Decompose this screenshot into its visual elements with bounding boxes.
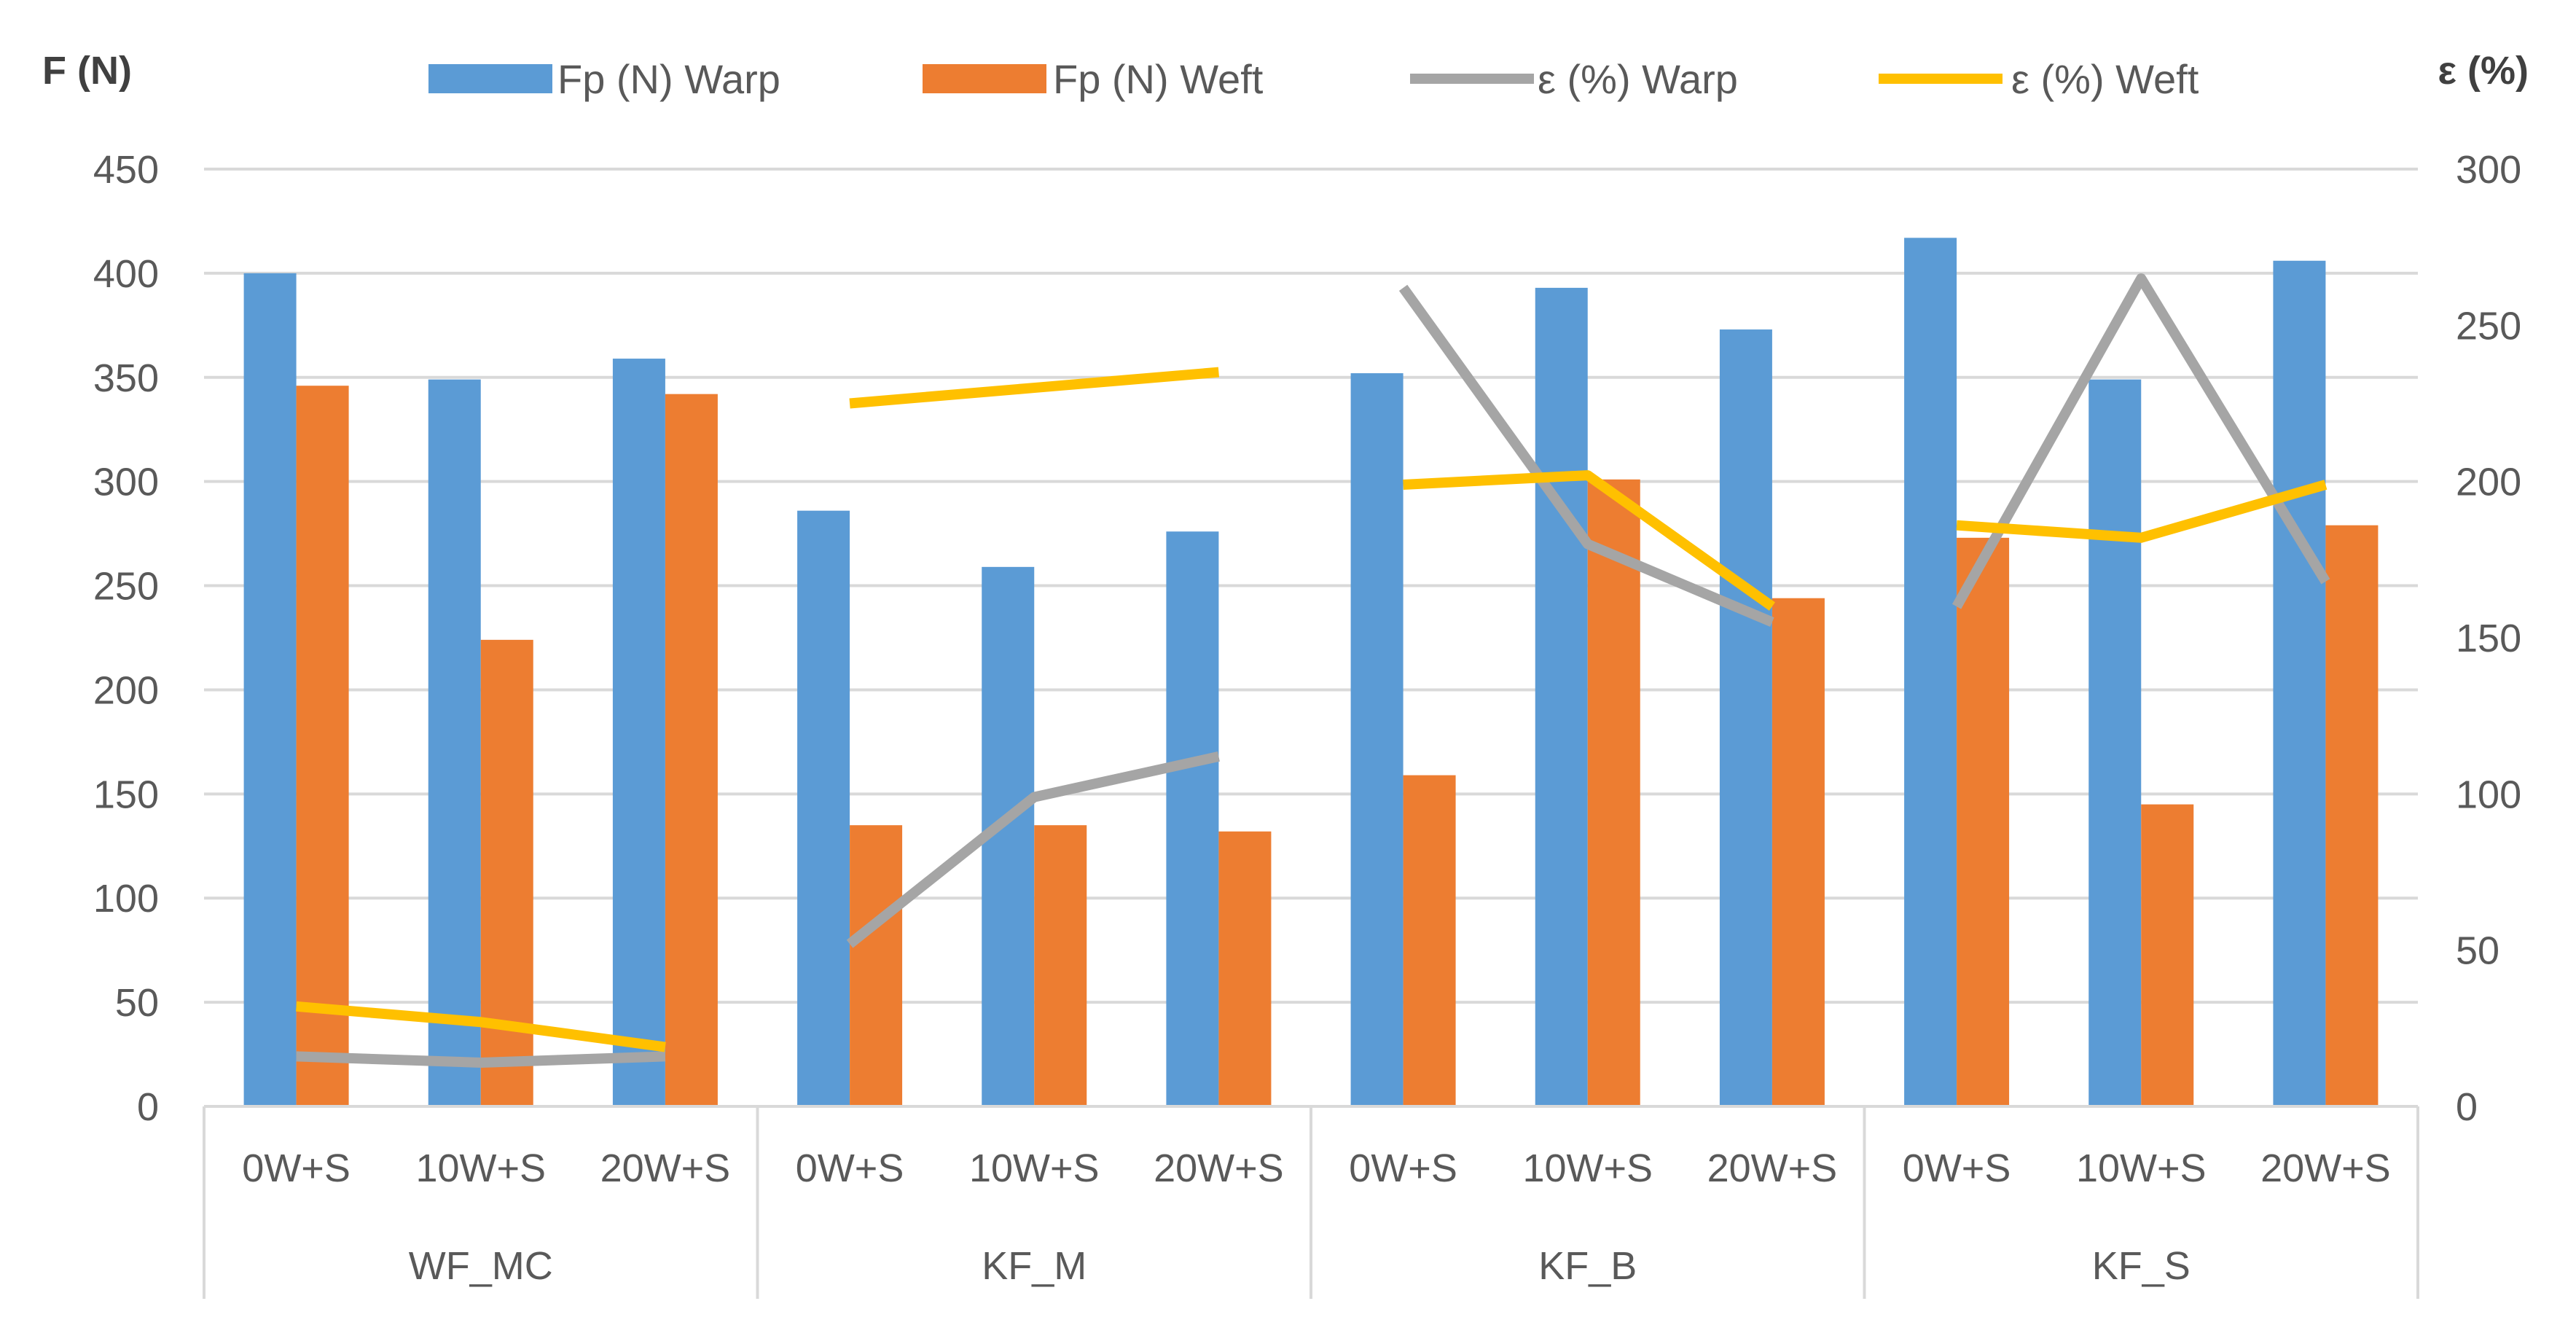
- bar-fp-n-warp: [1535, 287, 1588, 1107]
- bar-fp-n-warp: [2273, 260, 2326, 1107]
- bar-fp-n-weft: [850, 825, 903, 1106]
- category-label: 10W+S: [969, 1146, 1100, 1190]
- category-label: 0W+S: [1349, 1146, 1457, 1190]
- left-axis-tick-label: 250: [93, 565, 159, 609]
- legend-label: Fp (N) Weft: [1053, 56, 1264, 102]
- legend-label: ε (%) Warp: [1538, 56, 1738, 102]
- line-weft: [1403, 470, 1775, 611]
- line-warp: [1398, 284, 1774, 628]
- group-label: WF_MC: [409, 1244, 553, 1288]
- category-label: 0W+S: [796, 1146, 904, 1190]
- line-weft: [1956, 480, 2328, 543]
- line-weft: [849, 367, 1220, 409]
- right-axis-tick-label: 0: [2456, 1085, 2478, 1129]
- category-label: 10W+S: [415, 1146, 546, 1190]
- category-label: 20W+S: [600, 1146, 731, 1190]
- bar-fp-n-weft: [1587, 479, 1640, 1106]
- bar-fp-n-warp: [1166, 531, 1219, 1106]
- left-axis-tick-label: 450: [93, 148, 159, 192]
- bars: [243, 238, 2379, 1107]
- category-label: 10W+S: [1522, 1146, 1653, 1190]
- bar-fp-n-weft: [1218, 831, 1272, 1106]
- axes: 0 50 100 150 200 250 300 350 400 450 0 50 100 150 200 2…: [93, 148, 2521, 1299]
- category-label: 10W+S: [2076, 1146, 2207, 1190]
- gridlines: [204, 168, 2418, 1004]
- category-label: 20W+S: [2260, 1146, 2391, 1190]
- right-axis-tick-label: 100: [2456, 773, 2521, 816]
- bar-fp-n-warp: [243, 273, 297, 1106]
- left-axis-tick-label: 150: [93, 773, 159, 816]
- bar-fp-n-warp: [1350, 373, 1404, 1106]
- category-label: 20W+S: [1707, 1146, 1838, 1190]
- left-axis-tick-label: 100: [93, 877, 159, 921]
- right-axis-tick-label: 250: [2456, 304, 2521, 348]
- legend-label: ε (%) Weft: [2011, 56, 2199, 102]
- group-label: KF_S: [2092, 1244, 2191, 1288]
- right-axis-tick-label: 150: [2456, 617, 2521, 660]
- bar-fp-n-weft: [665, 394, 718, 1106]
- right-axis-tick-label: 50: [2456, 929, 2499, 973]
- bar-fp-n-weft: [296, 386, 349, 1106]
- bar-fp-n-warp: [797, 510, 850, 1106]
- bar-fp-n-weft: [1957, 537, 2010, 1106]
- bar-fp-n-weft: [1403, 775, 1456, 1106]
- legend-swatch: [923, 64, 1046, 93]
- right-axis-title: ε (%): [2438, 49, 2529, 93]
- bar-fp-n-warp: [2088, 379, 2142, 1106]
- line-warp: [1951, 273, 2330, 609]
- bar-fp-n-weft: [480, 639, 533, 1106]
- left-axis-tick-label: 0: [137, 1085, 159, 1129]
- left-axis-title: F (N): [42, 49, 132, 93]
- left-axis-tick-label: 50: [115, 981, 159, 1025]
- left-axis-tick-label: 200: [93, 668, 159, 712]
- bar-fp-n-warp: [1904, 238, 1957, 1107]
- right-axis-tick-label: 200: [2456, 461, 2521, 504]
- legend: Fp (N) Warp Fp (N) Weft ε (%) Warp ε (%) We…: [428, 56, 2199, 102]
- category-label: 0W+S: [242, 1146, 351, 1190]
- bar-fp-n-warp: [612, 359, 665, 1107]
- legend-label: Fp (N) Warp: [557, 56, 780, 102]
- line-warp: [296, 1051, 666, 1068]
- legend-swatch: [428, 64, 552, 93]
- bar-fp-n-warp: [1719, 329, 1772, 1107]
- left-axis-tick-label: 300: [93, 461, 159, 504]
- line-warp: [846, 751, 1220, 948]
- lines: [295, 273, 2330, 1068]
- left-axis-tick-label: 400: [93, 252, 159, 296]
- category-label: 0W+S: [1903, 1146, 2011, 1190]
- line-weft: [295, 1001, 666, 1052]
- category-label: 20W+S: [1154, 1146, 1284, 1190]
- bar-fp-n-warp: [428, 379, 481, 1106]
- right-axis-tick-label: 300: [2456, 148, 2521, 192]
- bar-fp-n-weft: [1772, 598, 1825, 1106]
- group-label: KF_B: [1538, 1244, 1637, 1288]
- bar-fp-n-weft: [1034, 825, 1087, 1106]
- left-axis-tick-label: 350: [93, 356, 159, 400]
- group-label: KF_M: [982, 1244, 1087, 1288]
- bar-fp-n-weft: [2325, 525, 2379, 1106]
- bar-fp-n-weft: [2141, 804, 2194, 1106]
